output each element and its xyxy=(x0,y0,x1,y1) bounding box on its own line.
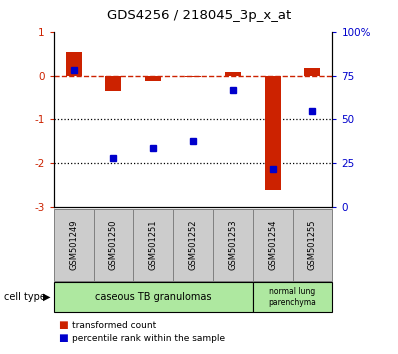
FancyBboxPatch shape xyxy=(133,209,173,281)
Text: GSM501250: GSM501250 xyxy=(109,220,118,270)
Text: ■: ■ xyxy=(58,320,67,330)
Text: GSM501253: GSM501253 xyxy=(228,220,237,270)
FancyBboxPatch shape xyxy=(94,209,133,281)
Bar xyxy=(225,72,241,76)
Text: cell type: cell type xyxy=(4,292,46,302)
FancyBboxPatch shape xyxy=(253,282,332,312)
FancyBboxPatch shape xyxy=(173,209,213,281)
FancyBboxPatch shape xyxy=(54,209,94,281)
Text: ▶: ▶ xyxy=(43,292,51,302)
Bar xyxy=(265,76,281,190)
Text: normal lung
parenchyma: normal lung parenchyma xyxy=(269,287,316,307)
FancyBboxPatch shape xyxy=(293,209,332,281)
Text: GSM501251: GSM501251 xyxy=(149,220,158,270)
Text: percentile rank within the sample: percentile rank within the sample xyxy=(72,333,225,343)
Text: caseous TB granulomas: caseous TB granulomas xyxy=(95,292,211,302)
Text: GSM501255: GSM501255 xyxy=(308,220,317,270)
Text: GSM501249: GSM501249 xyxy=(69,220,78,270)
Bar xyxy=(105,76,121,91)
Text: transformed count: transformed count xyxy=(72,321,156,330)
Text: GSM501252: GSM501252 xyxy=(189,220,197,270)
FancyBboxPatch shape xyxy=(54,282,253,312)
Bar xyxy=(145,76,161,81)
Text: GSM501254: GSM501254 xyxy=(268,220,277,270)
FancyBboxPatch shape xyxy=(253,209,293,281)
Bar xyxy=(304,68,320,76)
FancyBboxPatch shape xyxy=(213,209,253,281)
Bar xyxy=(66,52,82,76)
Text: GDS4256 / 218045_3p_x_at: GDS4256 / 218045_3p_x_at xyxy=(107,9,291,22)
Text: ■: ■ xyxy=(58,333,67,343)
